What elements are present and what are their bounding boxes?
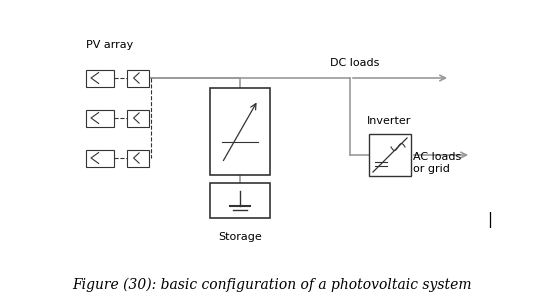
Bar	[210, 183, 270, 218]
Text: AC loads
or grid: AC loads or grid	[413, 152, 461, 174]
Text: DC loads: DC loads	[330, 58, 380, 68]
Bar	[86, 150, 114, 167]
Text: PV array: PV array	[86, 40, 134, 50]
Text: |: |	[488, 212, 493, 228]
Bar	[127, 109, 149, 126]
Text: Figure (30): basic configuration of a photovoltaic system: Figure (30): basic configuration of a ph…	[72, 278, 472, 292]
Bar	[86, 109, 114, 126]
Bar	[127, 70, 149, 87]
Bar	[210, 88, 270, 175]
Bar	[369, 134, 411, 176]
Bar	[127, 150, 149, 167]
Bar	[86, 70, 114, 87]
Text: Storage: Storage	[218, 232, 262, 242]
Text: Inverter: Inverter	[367, 116, 412, 126]
